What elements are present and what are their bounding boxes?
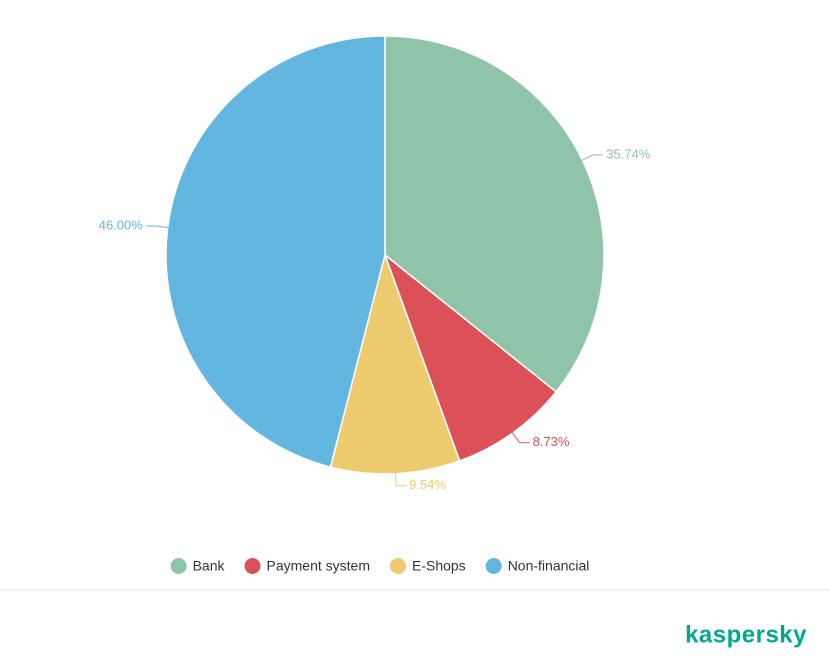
leader-line	[511, 431, 530, 444]
legend-marker	[485, 558, 502, 574]
legend-marker	[389, 558, 406, 574]
legend-label: Payment system	[267, 558, 370, 574]
legend-label: Bank	[193, 558, 226, 574]
data-label: 35.74%	[606, 146, 651, 161]
legend-marker	[244, 558, 261, 574]
leader-line	[145, 225, 170, 229]
legend-marker	[170, 558, 187, 574]
data-label: 9.54%	[409, 477, 446, 492]
leader-line	[580, 154, 604, 162]
legend-label: Non-financial	[508, 558, 590, 574]
data-label: 8.73%	[533, 434, 570, 449]
legend-label: E-Shops	[412, 558, 466, 574]
brand-logo: kaspersky	[685, 621, 807, 648]
leader-line	[394, 471, 407, 487]
data-label: 46.00%	[99, 217, 144, 232]
